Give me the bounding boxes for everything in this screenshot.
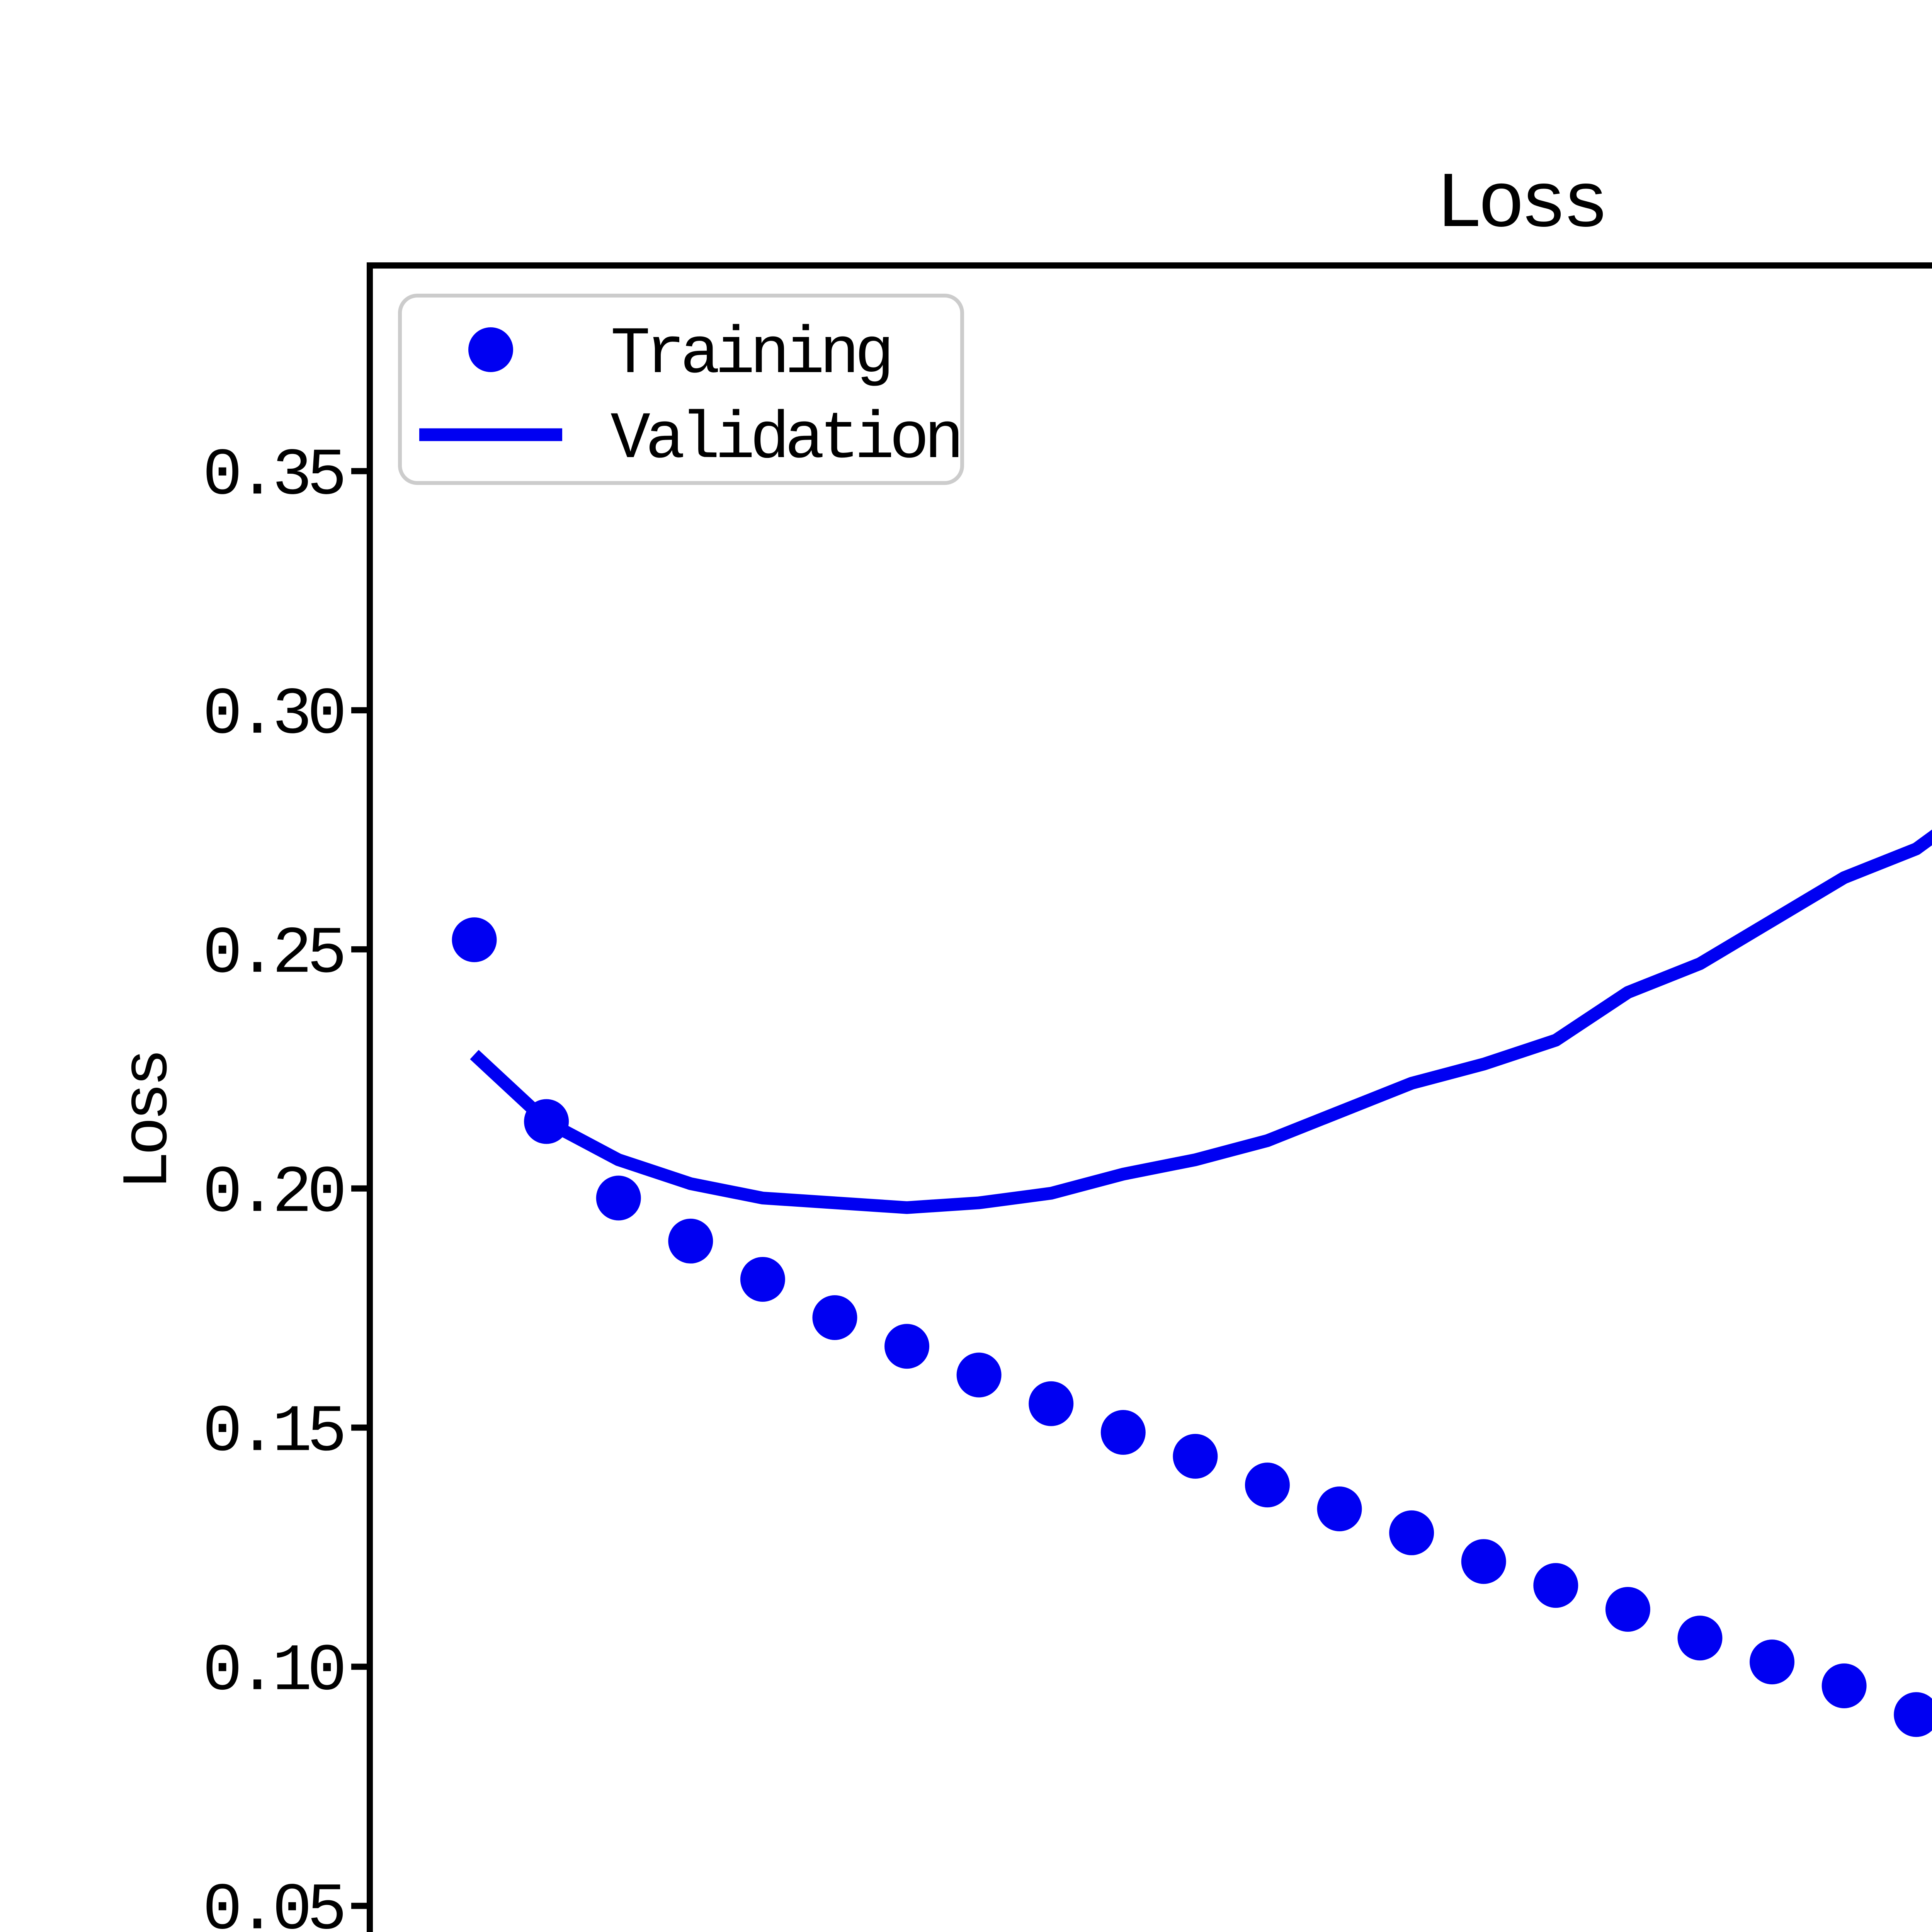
training-point: [452, 917, 497, 963]
training-point: [1821, 1663, 1867, 1708]
training-point: [884, 1324, 930, 1369]
training-point: [1029, 1381, 1074, 1426]
training-point: [1533, 1563, 1578, 1608]
training-point: [1605, 1587, 1650, 1632]
training-point: [1677, 1616, 1723, 1661]
y-tick-label-0.30: 0.30: [202, 677, 343, 753]
validation-line: [470, 829, 1932, 1214]
chart-title: Loss: [1435, 160, 1604, 250]
training-point: [812, 1295, 857, 1340]
legend-training-label: Training: [611, 317, 889, 392]
training-point: [1173, 1434, 1218, 1479]
y-tick-label-0.25: 0.25: [202, 917, 343, 992]
legend-training-dot-icon: [468, 327, 513, 372]
y-tick-label-0.05: 0.05: [202, 1873, 343, 1932]
plot-spines: [367, 262, 1932, 1932]
training-point: [1389, 1510, 1434, 1555]
legend: Training Validation: [398, 294, 964, 485]
training-point: [1100, 1410, 1146, 1455]
training-point: [1245, 1463, 1290, 1508]
training-point: [740, 1257, 785, 1302]
training-point: [1750, 1639, 1795, 1685]
y-tick-label-0.35: 0.35: [202, 438, 343, 514]
training-point: [1894, 1692, 1932, 1737]
training-point: [668, 1218, 713, 1264]
training-point: [1461, 1539, 1506, 1584]
legend-validation-label: Validation: [611, 402, 959, 477]
y-axis-label: Loss: [112, 1053, 186, 1190]
training-point: [596, 1175, 641, 1221]
training-point: [956, 1352, 1002, 1398]
plot-area: 0510152025300.050.100.150.200.250.300.35: [202, 438, 1932, 1932]
training-point: [1317, 1486, 1362, 1532]
y-tick-label-0.15: 0.15: [202, 1395, 343, 1470]
y-tick-label-0.10: 0.10: [202, 1634, 343, 1709]
y-tick-label-0.20: 0.20: [202, 1156, 343, 1231]
